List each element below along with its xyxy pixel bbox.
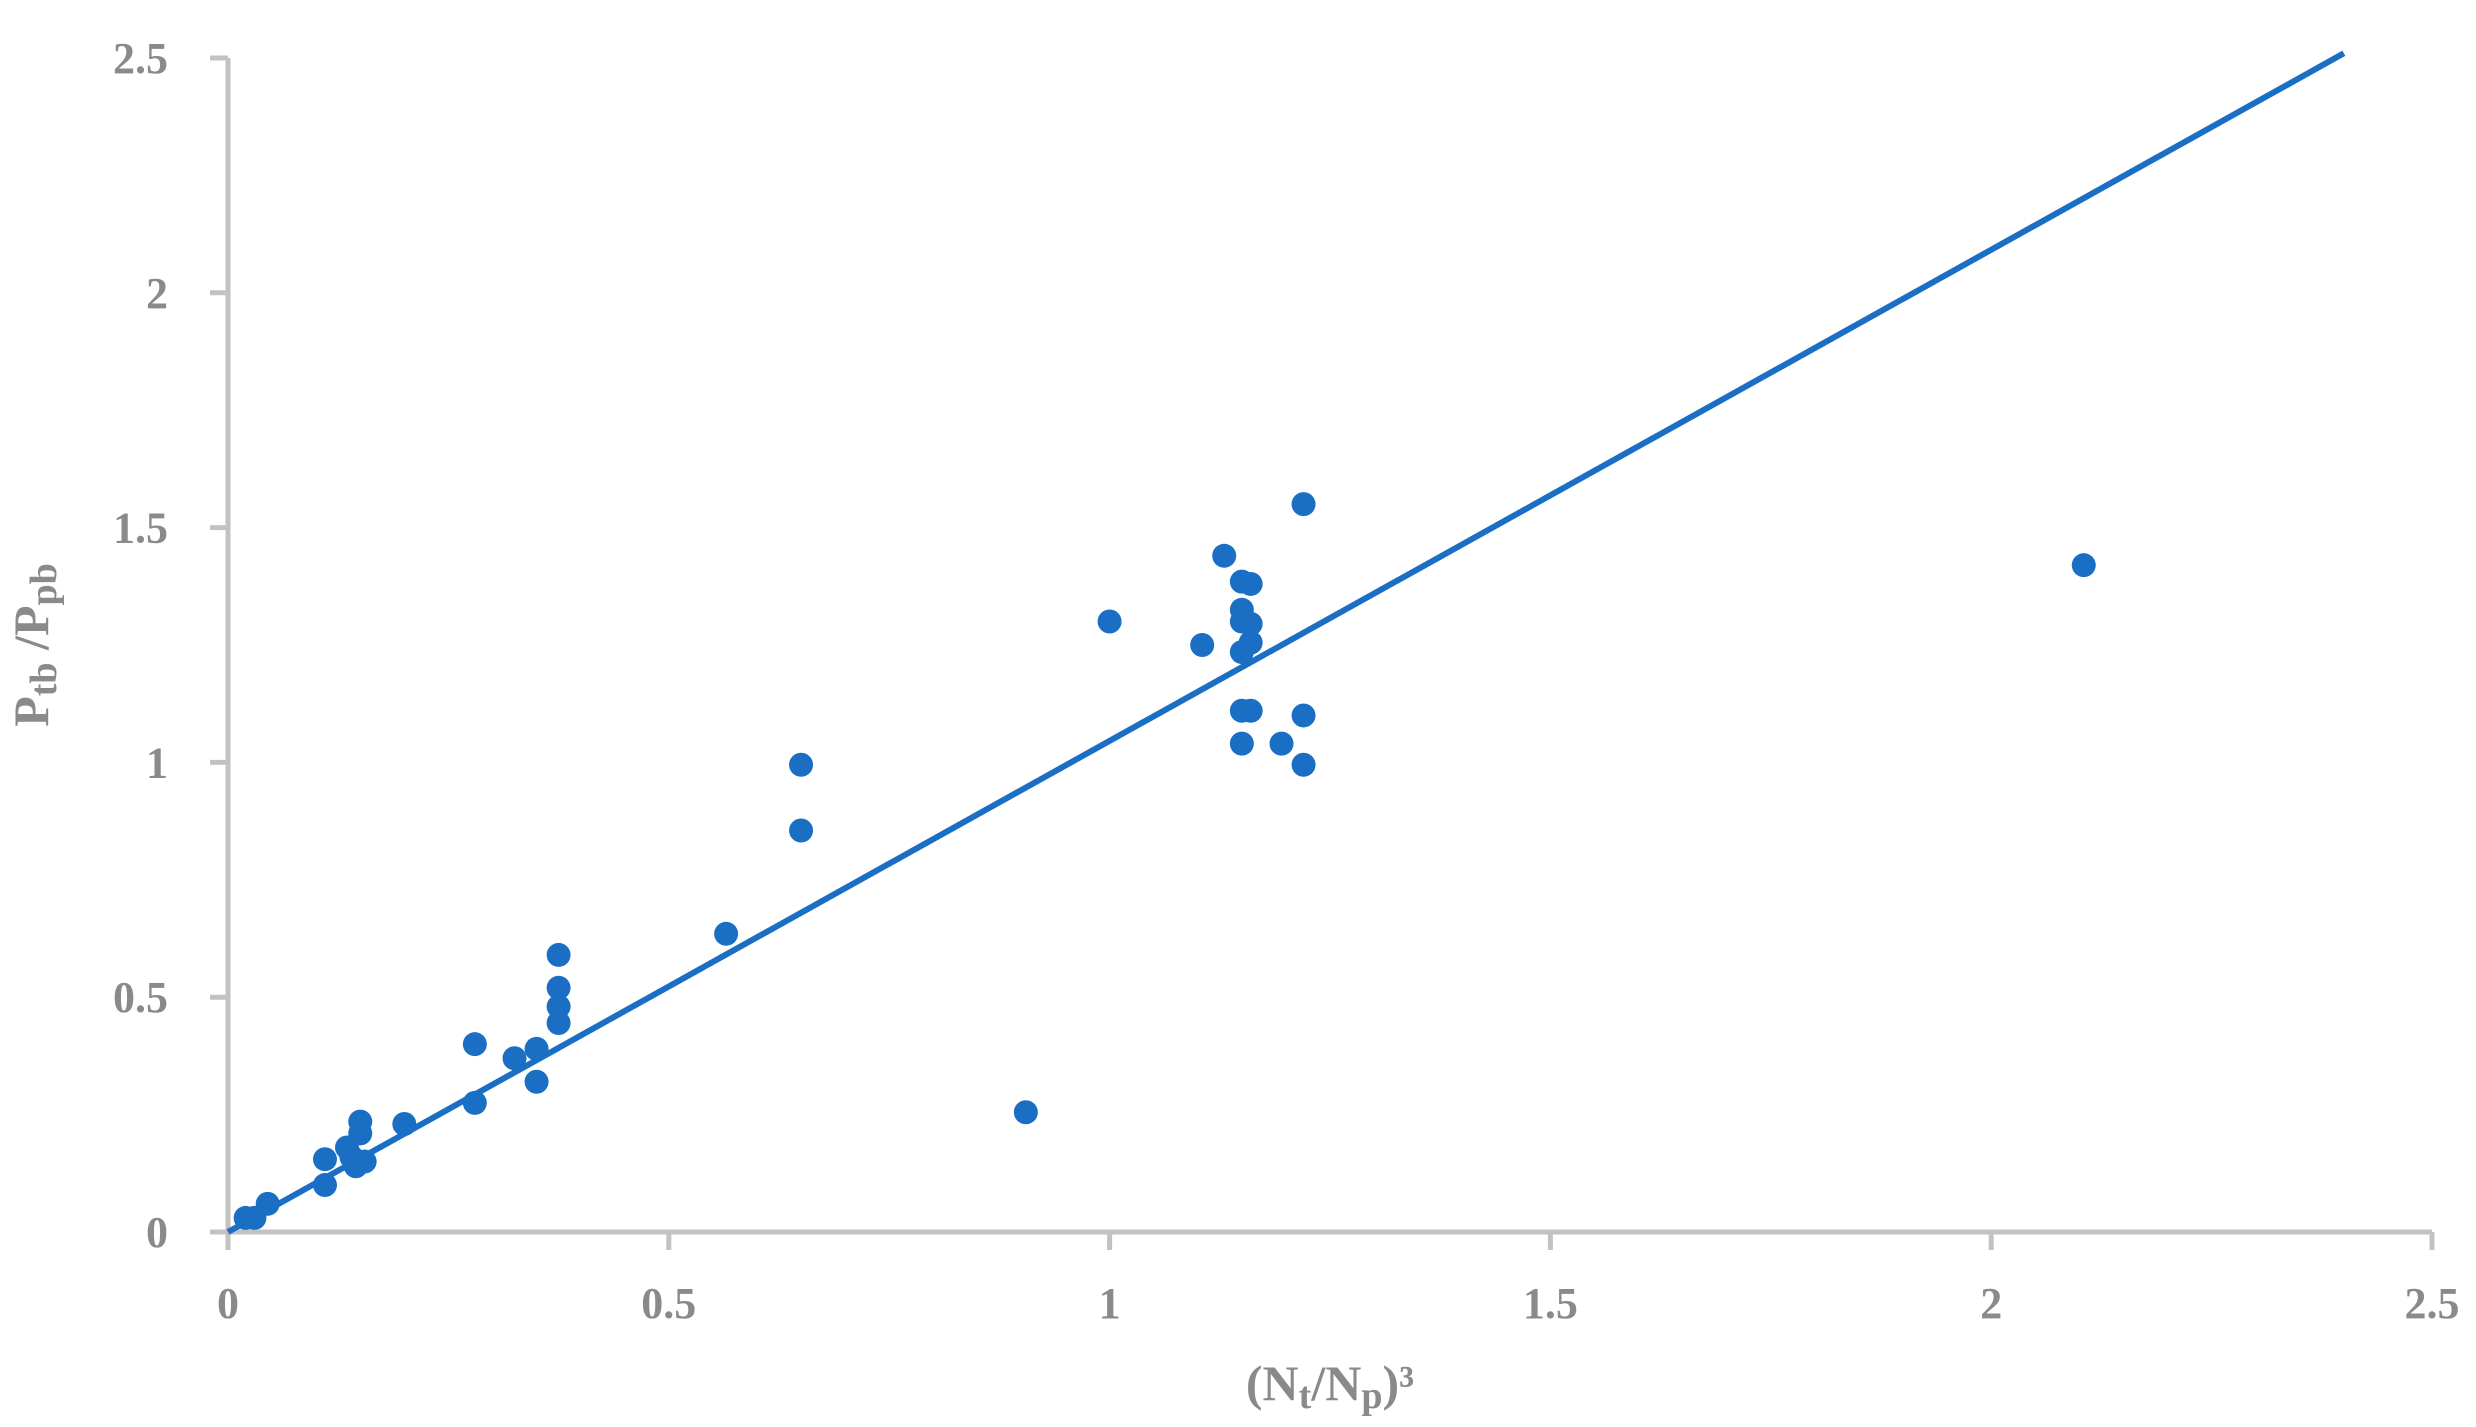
data-point-41: [1291, 752, 1316, 777]
x-tick-label-5: 2.5: [2405, 1279, 2460, 1328]
y-tick-label-5: 2.5: [113, 34, 168, 83]
data-point-25: [1097, 609, 1122, 634]
data-point-14: [502, 1046, 527, 1071]
data-point-19: [546, 994, 571, 1019]
data-point-9: [348, 1121, 373, 1146]
y-title-sub-pb: pb: [23, 563, 65, 605]
data-points: [233, 492, 2096, 1230]
data-point-16: [524, 1069, 549, 1094]
data-point-24: [1013, 1100, 1038, 1125]
x-title-sub-t: t: [1299, 1375, 1312, 1417]
data-point-27: [1212, 543, 1237, 568]
data-point-37: [1238, 698, 1263, 723]
data-point-38: [1269, 731, 1294, 756]
x-title-mid: /N: [1310, 1355, 1361, 1411]
y-tick-label-2: 1: [146, 738, 168, 787]
y-tick-label-3: 1.5: [113, 504, 168, 553]
data-point-22: [789, 752, 814, 777]
y-ticks: 0 0.5 1 1.5 2 2.5: [113, 34, 228, 1257]
data-point-33: [1229, 731, 1254, 756]
data-point-35: [1238, 611, 1263, 636]
y-title-p1: P: [3, 696, 59, 727]
data-point-20: [546, 1011, 571, 1036]
data-point-23: [789, 818, 814, 843]
y-title-sub-tb: tb: [23, 662, 65, 696]
data-point-34: [1238, 571, 1263, 596]
data-point-40: [1291, 703, 1316, 728]
data-point-36: [1238, 630, 1263, 655]
y-tick-label-0: 0: [146, 1208, 168, 1257]
y-axis-title: Ptb /Ppb: [3, 563, 65, 727]
y-title-mid: /P: [3, 606, 59, 663]
x-tick-label-2: 1: [1099, 1279, 1121, 1328]
data-point-12: [462, 1032, 487, 1057]
x-tick-label-1: 0.5: [641, 1279, 696, 1328]
x-ticks: 0 0.5 1 1.5 2 2.5: [217, 1232, 2460, 1328]
x-tick-label-0: 0: [217, 1279, 239, 1328]
x-title-base: (N: [1246, 1355, 1299, 1411]
x-tick-label-3: 1.5: [1523, 1279, 1578, 1328]
trend-line: [226, 50, 2346, 1235]
data-point-42: [2071, 553, 2096, 578]
data-point-26: [1190, 633, 1215, 657]
x-tick-label-4: 2: [1980, 1279, 2002, 1328]
data-point-39: [1291, 492, 1316, 517]
x-title-end: )³: [1382, 1355, 1414, 1411]
y-tick-label-1: 0.5: [113, 973, 168, 1022]
x-title-sub-p: p: [1361, 1375, 1382, 1417]
data-point-21: [714, 921, 739, 946]
y-tick-label-4: 2: [146, 269, 168, 318]
data-point-3: [312, 1147, 337, 1172]
data-point-18: [546, 975, 571, 1000]
x-axis-title: (Nt/Np)³: [1246, 1355, 1414, 1417]
data-point-17: [546, 942, 571, 967]
